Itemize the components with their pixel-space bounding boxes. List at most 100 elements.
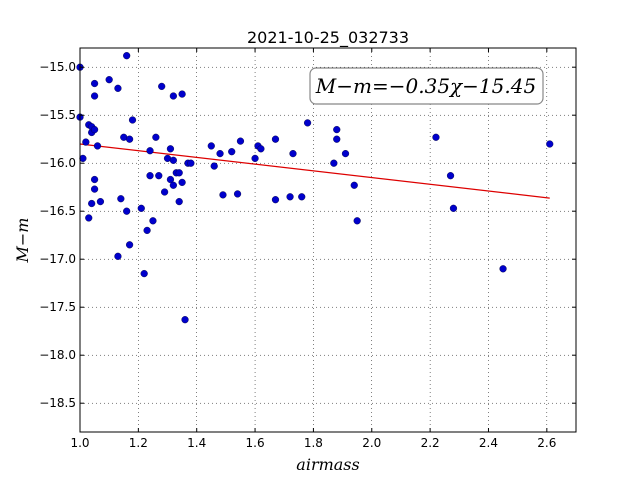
x-tick-label: 1.6 xyxy=(246,436,265,450)
data-point xyxy=(155,172,163,180)
data-point xyxy=(187,159,195,167)
data-point xyxy=(79,154,87,163)
x-tick-label: 2.0 xyxy=(362,436,381,450)
annotation-box xyxy=(309,67,544,105)
data-point xyxy=(350,181,358,189)
fit-layer xyxy=(79,143,550,199)
data-point xyxy=(152,133,160,141)
y-tick-label: −15.5 xyxy=(39,108,76,122)
data-point xyxy=(175,198,183,206)
data-point xyxy=(169,92,177,100)
data-point xyxy=(90,92,99,100)
data-point xyxy=(251,154,259,163)
data-point xyxy=(166,145,175,153)
data-point xyxy=(85,214,93,222)
data-point xyxy=(333,126,341,134)
data-point xyxy=(143,226,151,235)
data-point xyxy=(146,172,154,180)
data-point xyxy=(219,191,227,199)
plot-frame xyxy=(79,47,577,433)
data-point xyxy=(546,140,554,148)
x-tick-label: 2.2 xyxy=(421,436,440,450)
data-point xyxy=(298,193,306,201)
data-point xyxy=(271,196,280,204)
data-point xyxy=(158,82,166,91)
data-point xyxy=(114,252,122,260)
data-point xyxy=(93,142,102,150)
data-point xyxy=(123,52,131,60)
data-point xyxy=(123,207,131,215)
y-tick-label: −17.5 xyxy=(39,300,76,314)
data-point xyxy=(228,148,236,156)
x-tick-label: 1.4 xyxy=(187,436,206,450)
data-point xyxy=(140,270,148,278)
data-point xyxy=(117,195,125,203)
data-point xyxy=(90,175,99,184)
data-point xyxy=(303,119,312,127)
data-point xyxy=(90,185,99,193)
data-point xyxy=(271,135,280,143)
data-point xyxy=(161,188,169,196)
data-point xyxy=(178,90,186,98)
fit-annotation: M−m=−0.35χ−15.45 xyxy=(309,67,544,105)
data-point xyxy=(149,217,157,225)
data-point xyxy=(178,178,186,187)
y-axis-label: M−m xyxy=(13,218,32,264)
data-point xyxy=(446,172,455,180)
y-tick-label: −18.0 xyxy=(39,348,76,362)
data-point xyxy=(146,147,154,155)
data-point xyxy=(181,316,189,324)
y-tick-label: −18.5 xyxy=(39,396,76,410)
data-point xyxy=(449,204,458,212)
data-point xyxy=(330,159,338,167)
data-point xyxy=(169,156,177,164)
fit-equation: M−m=−0.35χ−15.45 xyxy=(315,74,536,98)
data-point xyxy=(169,181,177,189)
data-point xyxy=(105,76,113,84)
data-point xyxy=(499,265,507,273)
data-point xyxy=(289,150,297,158)
x-tick-label: 1.2 xyxy=(129,436,148,450)
chart-title: 2021-10-25_032733 xyxy=(247,28,409,48)
data-point xyxy=(126,241,134,249)
ticks xyxy=(79,48,576,432)
data-point xyxy=(175,169,183,177)
y-tick-label: −16.5 xyxy=(39,204,76,218)
data-point xyxy=(236,137,245,145)
data-point xyxy=(128,116,137,124)
data-point xyxy=(90,126,99,134)
y-tick-label: −16.0 xyxy=(39,156,76,170)
data-point xyxy=(210,162,218,170)
y-tick-label: −17.0 xyxy=(39,252,76,266)
data-point xyxy=(88,199,96,208)
data-point xyxy=(114,84,122,92)
x-tick-label: 1.0 xyxy=(70,436,89,450)
data-point xyxy=(166,175,175,184)
fit-line xyxy=(79,143,550,199)
y-tick-labels: −15.0 −15.5 −16.0 −16.5 −17.0 −17.5 −18.0 −18.5 xyxy=(39,60,76,410)
data-point xyxy=(341,150,350,158)
data-point xyxy=(432,133,440,141)
data-point xyxy=(333,135,341,143)
points-layer xyxy=(76,52,554,324)
plot-background xyxy=(80,48,576,432)
data-point xyxy=(257,145,265,153)
x-tick-label: 2.6 xyxy=(537,436,556,450)
x-tick-label: 2.4 xyxy=(479,436,498,450)
x-tick-labels: 1.0 1.2 1.4 1.6 1.8 2.0 2.2 2.4 2.6 xyxy=(70,436,556,450)
data-point xyxy=(126,135,134,143)
data-point xyxy=(216,150,224,158)
data-point xyxy=(96,198,105,206)
data-point xyxy=(207,142,215,150)
data-point xyxy=(286,193,294,201)
data-point xyxy=(353,217,361,225)
x-tick-label: 1.8 xyxy=(304,436,323,450)
grid xyxy=(79,48,576,432)
y-tick-label: −15.0 xyxy=(39,60,76,74)
x-axis-label: airmass xyxy=(296,455,359,474)
data-point xyxy=(82,138,90,146)
data-point xyxy=(90,79,99,88)
data-point xyxy=(137,204,145,212)
data-point xyxy=(233,190,242,198)
